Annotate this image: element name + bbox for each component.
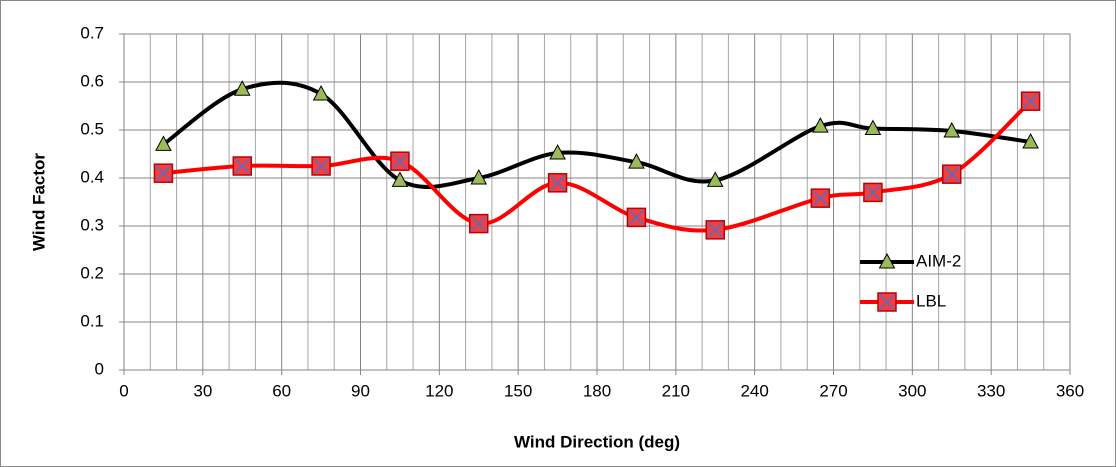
x-tick-label: 180 [583,381,611,400]
marker [311,156,331,176]
marker [863,182,883,203]
legend-marker [878,252,896,269]
marker [232,156,252,176]
marker [1022,132,1039,149]
legend-cross [879,294,895,310]
legend-label: AIM-2 [916,251,961,270]
marker [391,171,409,187]
marker [628,153,645,169]
marker [812,117,829,133]
marker [549,143,566,160]
marker-cross [471,216,487,232]
marker [547,173,568,193]
x-tick-label: 270 [819,381,847,400]
x-tick-label: 120 [425,381,453,400]
marker-triangle [155,135,172,151]
x-tick-label: 240 [740,381,768,400]
marker-cross [234,158,250,174]
marker [155,135,172,151]
marker [470,168,488,185]
y-tick-label: 0.7 [80,23,104,42]
marker-triangle [1022,132,1039,149]
x-tick-label: 30 [193,381,212,400]
x-tick-label: 300 [898,381,926,400]
marker [312,84,330,101]
marker-cross [944,166,960,182]
y-tick-label: 0.4 [80,167,104,186]
marker-triangle [470,168,488,185]
marker-cross [392,153,408,169]
x-tick-label: 0 [119,381,128,400]
marker-cross [155,165,171,181]
marker [864,119,882,136]
marker [942,164,962,184]
marker [469,213,489,234]
marker [626,207,647,228]
legend-label: LBL [916,291,946,310]
marker-cross [1023,93,1039,109]
marker-cross [707,222,723,238]
marker [943,121,961,138]
marker-triangle [943,121,961,138]
y-tick-label: 0.1 [80,311,104,330]
marker [706,171,724,187]
plot-frame [123,33,1071,371]
x-axis-label: Wind Direction (deg) [514,432,680,451]
marker [810,188,831,208]
y-tick-label: 0.3 [80,215,104,234]
marker-triangle [812,117,829,133]
marker [390,151,410,171]
y-tick-label: 0.5 [80,119,104,138]
marker-triangle [391,171,409,187]
marker-triangle [864,119,882,136]
y-axis-label: Wind Factor [29,153,48,251]
marker-triangle [706,171,724,187]
legend-marker [877,292,897,312]
marker-triangle [233,80,251,96]
marker [233,80,251,96]
marker [153,163,174,183]
x-tick-label: 360 [1056,381,1084,400]
marker [1020,91,1041,111]
legend-triangle [878,252,896,269]
marker [705,220,725,240]
y-tick-label: 0 [95,359,104,378]
marker-triangle [312,84,330,101]
marker-cross [550,175,566,191]
marker-cross [313,158,329,174]
marker-triangle [628,153,645,169]
y-tick-label: 0.6 [80,71,104,90]
x-tick-label: 60 [272,381,291,400]
marker-cross [812,190,828,206]
y-tick-label: 0.2 [80,263,104,282]
marker-cross [865,184,881,200]
x-tick-label: 210 [662,381,690,400]
marker-cross [628,209,644,225]
x-tick-label: 330 [977,381,1005,400]
marker-triangle [549,143,566,160]
x-tick-label: 150 [504,381,532,400]
x-tick-label: 90 [351,381,370,400]
